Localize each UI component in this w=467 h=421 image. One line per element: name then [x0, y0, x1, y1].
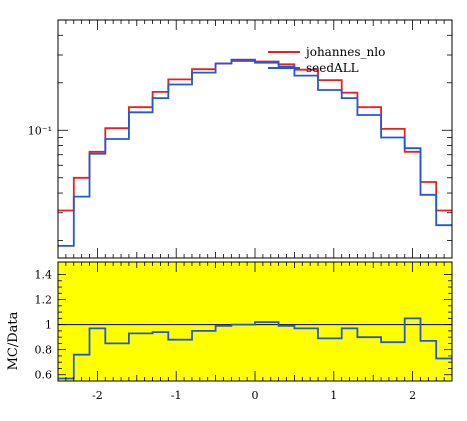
y-tick-label: 0.8: [35, 344, 53, 357]
legend-label-johannes_nlo: johannes_nlo: [304, 45, 385, 59]
ratio-series-line: [58, 317, 452, 380]
y-tick-label: 0.6: [35, 369, 53, 382]
y-tick-label: 1: [45, 319, 52, 332]
series-line-johannes_nlo: [58, 60, 452, 212]
x-tick-label: 2: [409, 389, 416, 402]
y-tick-label: 1.2: [35, 294, 53, 307]
x-tick-label: 0: [252, 389, 259, 402]
ratio-panel: -2 -1 0 1 2 0.6 0.8 1 1.2 1.4: [35, 261, 453, 402]
x-tick-label: -1: [171, 389, 182, 402]
legend: johannes_nlo seedALL: [268, 45, 385, 75]
x-tick-label: 1: [330, 389, 337, 402]
ratio-y-axis-label: MC/Data: [6, 311, 21, 370]
y-tick-label: 10⁻¹: [28, 124, 52, 137]
main-panel: 10⁻¹: [28, 19, 453, 259]
legend-label-seedALL: seedALL: [306, 61, 359, 75]
y-tick-label: 1.4: [35, 269, 53, 282]
x-tick-label: -2: [92, 389, 103, 402]
series-line-seedALL: [58, 58, 452, 247]
